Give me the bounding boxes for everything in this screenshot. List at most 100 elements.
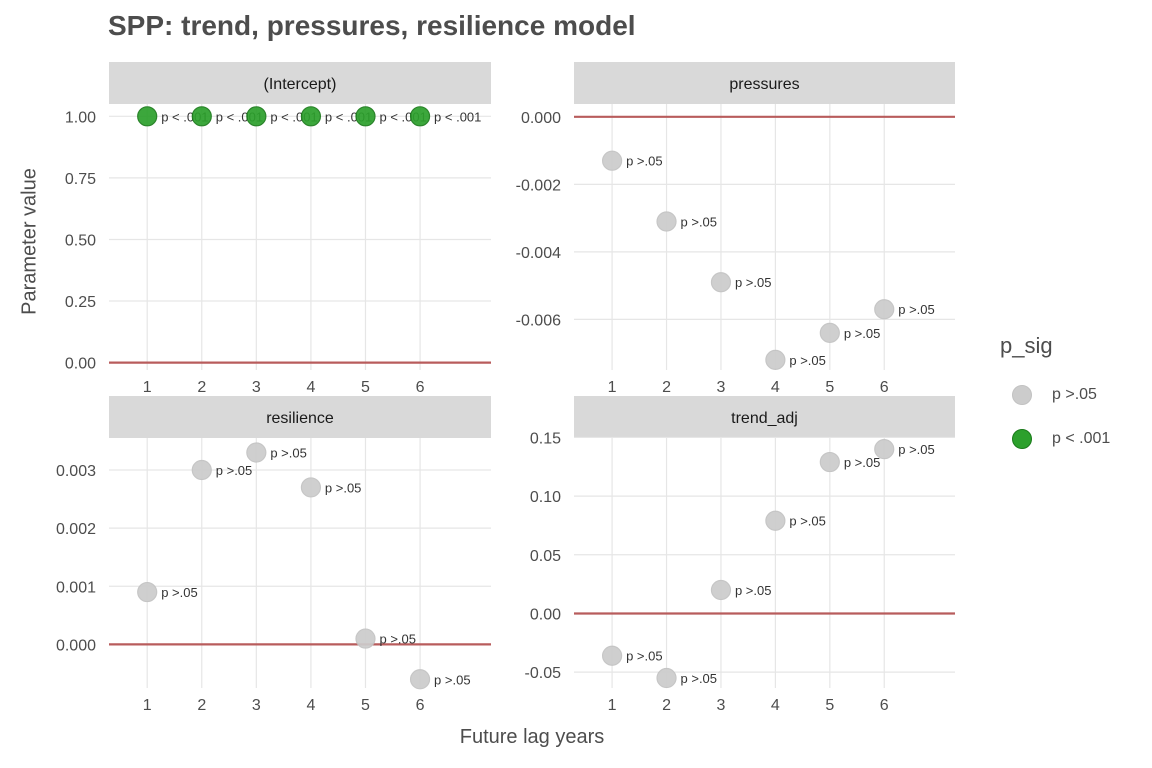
x-tick-label: 1 [608, 379, 617, 396]
data-point-label: p >.05 [270, 446, 307, 461]
data-point-label: p >.05 [325, 480, 362, 495]
data-point-label: p >.05 [626, 154, 663, 169]
x-axis-label: Future lag years [459, 726, 605, 748]
panel-pressures: pressures 0.000 -0.002 -0.004 -0.006 1 2 3 4 5 6 p … [516, 62, 955, 396]
facet-strip-label: (Intercept) [264, 76, 337, 93]
data-point-label: p >.05 [735, 583, 772, 598]
data-point-label: p >.05 [161, 585, 198, 600]
data-point [656, 667, 677, 689]
data-point [819, 322, 840, 343]
facet-strip-label: trend_adj [731, 410, 798, 427]
data-point [765, 349, 786, 370]
x-tick-label: 5 [361, 379, 370, 396]
y-tick-label: 0.000 [56, 637, 96, 654]
x-tick-label: 6 [416, 697, 425, 714]
data-point-label: p >.05 [789, 353, 826, 368]
x-tick-label: 2 [197, 697, 206, 714]
y-tick-label: 0.002 [56, 521, 96, 538]
data-point-label: p >.05 [844, 455, 881, 470]
x-tick-label: 6 [880, 697, 889, 714]
legend-key-green-dot [1012, 429, 1032, 449]
y-tick-label: 0.003 [56, 463, 96, 480]
x-tick-label: 3 [252, 379, 261, 396]
x-tick-label: 1 [143, 697, 152, 714]
y-tick-label: 0.15 [530, 430, 561, 447]
data-point [137, 581, 158, 603]
x-tick-label: 5 [361, 697, 370, 714]
x-tick-label: 6 [880, 379, 889, 396]
facet-strip [109, 396, 491, 438]
data-point-label: p >.05 [379, 632, 416, 647]
data-point [300, 106, 322, 127]
data-point-label: p >.05 [434, 672, 471, 687]
y-tick-label: 0.10 [530, 489, 561, 506]
data-point-label: p >.05 [789, 514, 826, 529]
data-point [874, 299, 895, 320]
data-point [710, 579, 732, 601]
legend-item-not-significant: p >.05 [1000, 373, 1110, 417]
x-tick-label: 1 [143, 379, 152, 396]
data-point [300, 477, 322, 498]
data-point [191, 106, 212, 127]
facet-strip-label: resilience [266, 410, 334, 427]
y-tick-label: 0.75 [65, 171, 96, 188]
panel-intercept: (Intercept) 0.00 0.25 0.50 0.75 1.00 1 2 3 4 5 6 p <… [65, 62, 491, 396]
legend: p_sig p >.05 p < .001 [1000, 333, 1110, 461]
legend-label: p < .001 [1052, 430, 1111, 447]
panel-resilience: resilience 0.000 0.001 0.002 0.003 1 2 3 4 5 6 p >.… [56, 396, 491, 714]
data-point-label: p < .001 [434, 109, 481, 124]
data-point [601, 645, 623, 666]
data-point [765, 510, 786, 531]
data-point-label: p >.05 [898, 302, 935, 317]
x-tick-label: 5 [825, 697, 834, 714]
data-point-label: p >.05 [735, 275, 772, 290]
x-tick-label: 3 [252, 697, 261, 714]
data-point-label: p >.05 [844, 326, 881, 341]
y-tick-label: 0.50 [65, 232, 96, 249]
y-tick-label: 0.000 [521, 110, 561, 127]
legend-title: p_sig [1000, 333, 1053, 358]
x-tick-label: 3 [717, 379, 726, 396]
data-point [355, 106, 376, 127]
data-point [246, 442, 267, 463]
facet-strip [574, 396, 955, 438]
data-point [601, 150, 623, 171]
y-tick-label: 0.001 [56, 579, 96, 596]
y-tick-label: 0.25 [65, 294, 96, 311]
x-tick-label: 6 [416, 379, 425, 396]
panel-trend_adj: trend_adj -0.05 0.00 0.05 0.10 0.15 1 2 3 4 5 6 p >.… [525, 396, 955, 714]
facet-strip [574, 62, 955, 104]
legend-label: p >.05 [1052, 386, 1097, 403]
x-tick-label: 2 [662, 379, 671, 396]
facet-strip [109, 62, 491, 104]
y-tick-label: 1.00 [65, 109, 96, 126]
y-tick-label: 0.00 [65, 356, 96, 373]
legend-key-grey-dot [1012, 385, 1032, 405]
data-point [137, 106, 158, 127]
data-point [409, 669, 431, 690]
x-tick-label: 4 [771, 379, 780, 396]
y-tick-label: -0.002 [516, 177, 561, 194]
x-tick-label: 4 [306, 379, 315, 396]
y-tick-label: -0.05 [525, 665, 562, 682]
data-point [409, 106, 431, 127]
y-tick-label: -0.004 [516, 245, 561, 262]
data-point [710, 272, 732, 293]
y-tick-label: -0.006 [516, 312, 561, 329]
data-point-label: p >.05 [681, 671, 718, 686]
x-tick-label: 1 [608, 697, 617, 714]
data-point-label: p >.05 [216, 463, 253, 478]
x-tick-label: 4 [771, 697, 780, 714]
data-point [355, 628, 376, 649]
data-point [246, 106, 267, 127]
facet-strip-label: pressures [729, 76, 799, 93]
y-tick-label: 0.05 [530, 548, 561, 565]
data-point [874, 439, 895, 460]
x-tick-label: 2 [662, 697, 671, 714]
data-point-label: p >.05 [898, 442, 935, 457]
x-tick-label: 4 [306, 697, 315, 714]
x-tick-label: 3 [717, 697, 726, 714]
data-point [191, 459, 212, 481]
y-axis-label: Parameter value [18, 168, 41, 315]
